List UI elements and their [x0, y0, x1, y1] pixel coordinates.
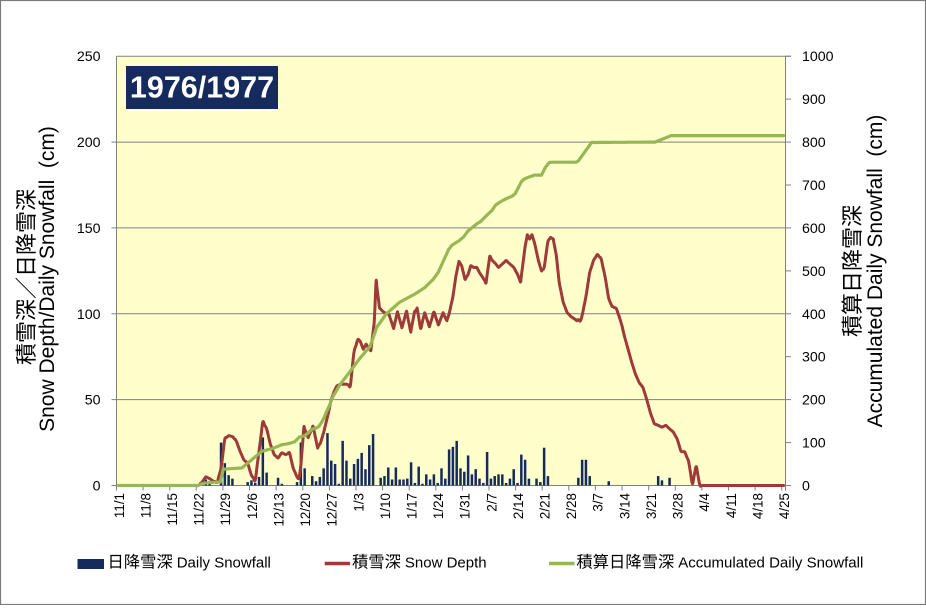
svg-text:1/31: 1/31 [458, 493, 473, 519]
svg-text:Accumulated Daily Snowfall (c: Accumulated Daily Snowfall (cm) [864, 115, 887, 428]
svg-text:4/11: 4/11 [724, 493, 739, 518]
svg-text:4/4: 4/4 [697, 492, 712, 511]
svg-text:Daily Snowfall: Daily Snowfall [177, 555, 271, 572]
svg-text:2/21: 2/21 [538, 493, 553, 519]
svg-text:600: 600 [802, 221, 826, 237]
svg-text:700: 700 [802, 178, 826, 194]
svg-text:100: 100 [77, 307, 101, 323]
svg-text:11/1: 11/1 [112, 493, 127, 518]
svg-text:1000: 1000 [802, 49, 834, 65]
svg-text:900: 900 [802, 92, 826, 108]
svg-text:1/17: 1/17 [405, 493, 420, 519]
svg-text:2/14: 2/14 [511, 492, 526, 519]
svg-text:250: 250 [77, 49, 101, 65]
svg-text:12/20: 12/20 [298, 493, 313, 527]
svg-text:4/25: 4/25 [777, 493, 792, 519]
svg-text:100: 100 [802, 436, 826, 452]
svg-text:1/10: 1/10 [378, 493, 393, 519]
svg-text:500: 500 [802, 264, 826, 280]
svg-text:0: 0 [93, 479, 101, 495]
svg-text:3/7: 3/7 [591, 493, 606, 512]
svg-text:3/21: 3/21 [644, 493, 659, 519]
svg-text:4/18: 4/18 [750, 493, 765, 519]
svg-text:Snow Depth/Daily Snowfall (cm: Snow Depth/Daily Snowfall (cm) [36, 126, 59, 432]
svg-text:12/13: 12/13 [271, 493, 286, 527]
svg-text:800: 800 [802, 135, 826, 151]
svg-text:Snow Depth: Snow Depth [405, 555, 487, 572]
svg-text:11/8: 11/8 [138, 493, 153, 518]
svg-text:12/27: 12/27 [325, 493, 340, 527]
svg-text:150: 150 [77, 221, 101, 237]
svg-text:300: 300 [802, 350, 826, 366]
svg-text:2/28: 2/28 [564, 493, 579, 519]
svg-text:11/15: 11/15 [165, 493, 180, 526]
svg-text:11/22: 11/22 [192, 493, 207, 526]
svg-text:2/7: 2/7 [484, 493, 499, 512]
svg-text:Accumulated Daily Snowfall: Accumulated Daily Snowfall [678, 555, 863, 572]
svg-text:1976/1977: 1976/1977 [130, 71, 274, 105]
svg-text:50: 50 [85, 393, 101, 409]
svg-text:200: 200 [77, 135, 101, 151]
svg-text:3/14: 3/14 [617, 492, 632, 519]
svg-text:1/24: 1/24 [431, 492, 446, 519]
svg-text:11/29: 11/29 [218, 493, 233, 526]
svg-text:12/6: 12/6 [245, 493, 260, 519]
svg-text:1/3: 1/3 [351, 493, 366, 512]
svg-text:400: 400 [802, 307, 826, 323]
svg-text:200: 200 [802, 393, 826, 409]
svg-text:3/28: 3/28 [671, 493, 686, 519]
svg-text:0: 0 [802, 479, 810, 495]
